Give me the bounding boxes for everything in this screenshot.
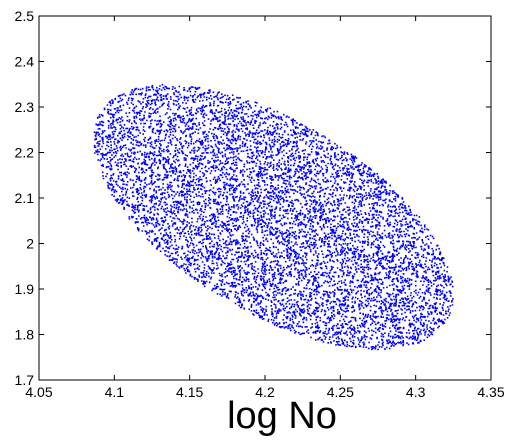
x-tick-label: 4.2 <box>255 384 275 400</box>
y-tick-label: 1.8 <box>15 327 35 343</box>
y-tick-label: 2.4 <box>15 54 35 70</box>
point-cloud <box>93 83 454 351</box>
y-tick-label: 2.5 <box>15 8 35 24</box>
x-tick-label: 4.35 <box>477 384 504 400</box>
y-axis-ticks: 1.7 1.8 1.9 2 2.1 2.2 2.3 2.4 2.5 <box>15 8 491 388</box>
data-points <box>93 83 454 351</box>
x-axis-ticks: 4.05 4.1 4.15 4.2 4.25 4.3 4.35 <box>25 16 505 400</box>
x-axis-title: log No <box>227 395 337 437</box>
x-tick-label: 4.1 <box>105 384 125 400</box>
y-tick-label: 2.1 <box>15 190 35 206</box>
y-tick-label: 1.7 <box>15 372 35 388</box>
x-tick-label: 4.15 <box>176 384 203 400</box>
x-tick-label: 4.3 <box>406 384 426 400</box>
x-tick-label: 4.25 <box>327 384 354 400</box>
y-tick-label: 2.2 <box>15 145 35 161</box>
y-tick-label: 2.3 <box>15 99 35 115</box>
x-tick-label: 4.05 <box>25 384 52 400</box>
y-tick-label: 2 <box>26 236 34 252</box>
y-tick-label: 1.9 <box>15 281 35 297</box>
